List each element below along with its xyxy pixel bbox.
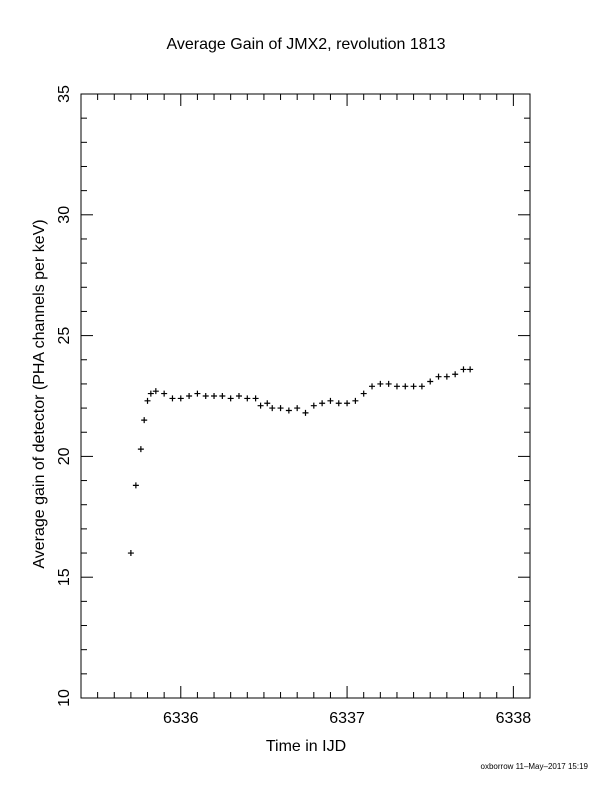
data-point — [369, 383, 376, 390]
data-point — [211, 393, 218, 399]
data-point — [393, 383, 400, 390]
data-point — [443, 373, 450, 380]
data-point — [277, 405, 284, 412]
data-point — [141, 417, 148, 424]
data-point — [152, 388, 159, 395]
data-point — [235, 393, 242, 399]
data-point — [352, 397, 359, 404]
y-tick-label: 10 — [56, 689, 73, 707]
data-point — [294, 405, 301, 412]
data-point — [202, 393, 209, 399]
data-point — [402, 383, 409, 390]
chart-title: Average Gain of JMX2, revolution 1813 — [166, 36, 446, 53]
data-point — [435, 373, 442, 380]
y-axis-label: Average gain of detector (PHA channels p… — [31, 219, 48, 569]
plot-frame — [80, 93, 531, 699]
data-point — [302, 409, 309, 416]
data-point — [144, 397, 151, 404]
data-point — [418, 383, 425, 390]
data-point — [227, 395, 234, 402]
data-point — [169, 395, 176, 402]
data-point — [467, 366, 474, 373]
data-point — [127, 550, 134, 557]
data-point — [427, 378, 434, 385]
data-point — [161, 390, 168, 397]
timestamp-footer: oxborrow 11–May–2017 15:19 — [480, 762, 588, 771]
data-point — [335, 400, 342, 407]
data-point — [269, 405, 276, 412]
y-tick-label: 15 — [56, 568, 73, 586]
data-point — [264, 400, 271, 407]
data-point — [410, 383, 417, 390]
data-point — [147, 390, 154, 397]
data-point — [177, 395, 184, 402]
data-point — [310, 402, 317, 409]
x-tick-label: 6338 — [496, 710, 532, 727]
y-tick-label: 35 — [56, 85, 73, 103]
data-point — [194, 390, 201, 397]
data-point — [327, 397, 334, 404]
data-point — [452, 371, 459, 378]
data-point — [377, 380, 384, 387]
x-axis-label: Time in IJD — [265, 738, 347, 755]
data-point — [360, 390, 367, 397]
data-point — [257, 402, 264, 409]
y-tick-label: 20 — [56, 447, 73, 465]
axis-ticks — [80, 93, 531, 699]
data-point — [285, 407, 292, 414]
x-tick-label: 6336 — [163, 710, 199, 727]
data-point — [219, 393, 226, 399]
data-points — [127, 366, 474, 557]
data-point — [319, 400, 326, 407]
data-point — [244, 395, 251, 402]
axis-tick-labels: 6336 6337 6338 10 15 20 25 30 35 — [56, 85, 531, 727]
y-tick-label: 30 — [56, 206, 73, 224]
x-tick-label: 6337 — [329, 710, 365, 727]
data-point — [186, 393, 193, 399]
data-point — [344, 400, 351, 407]
data-point — [460, 366, 467, 373]
data-point — [252, 395, 259, 402]
data-point — [137, 446, 144, 453]
y-tick-label: 25 — [56, 327, 73, 345]
data-point — [385, 380, 392, 387]
data-point — [132, 482, 139, 489]
